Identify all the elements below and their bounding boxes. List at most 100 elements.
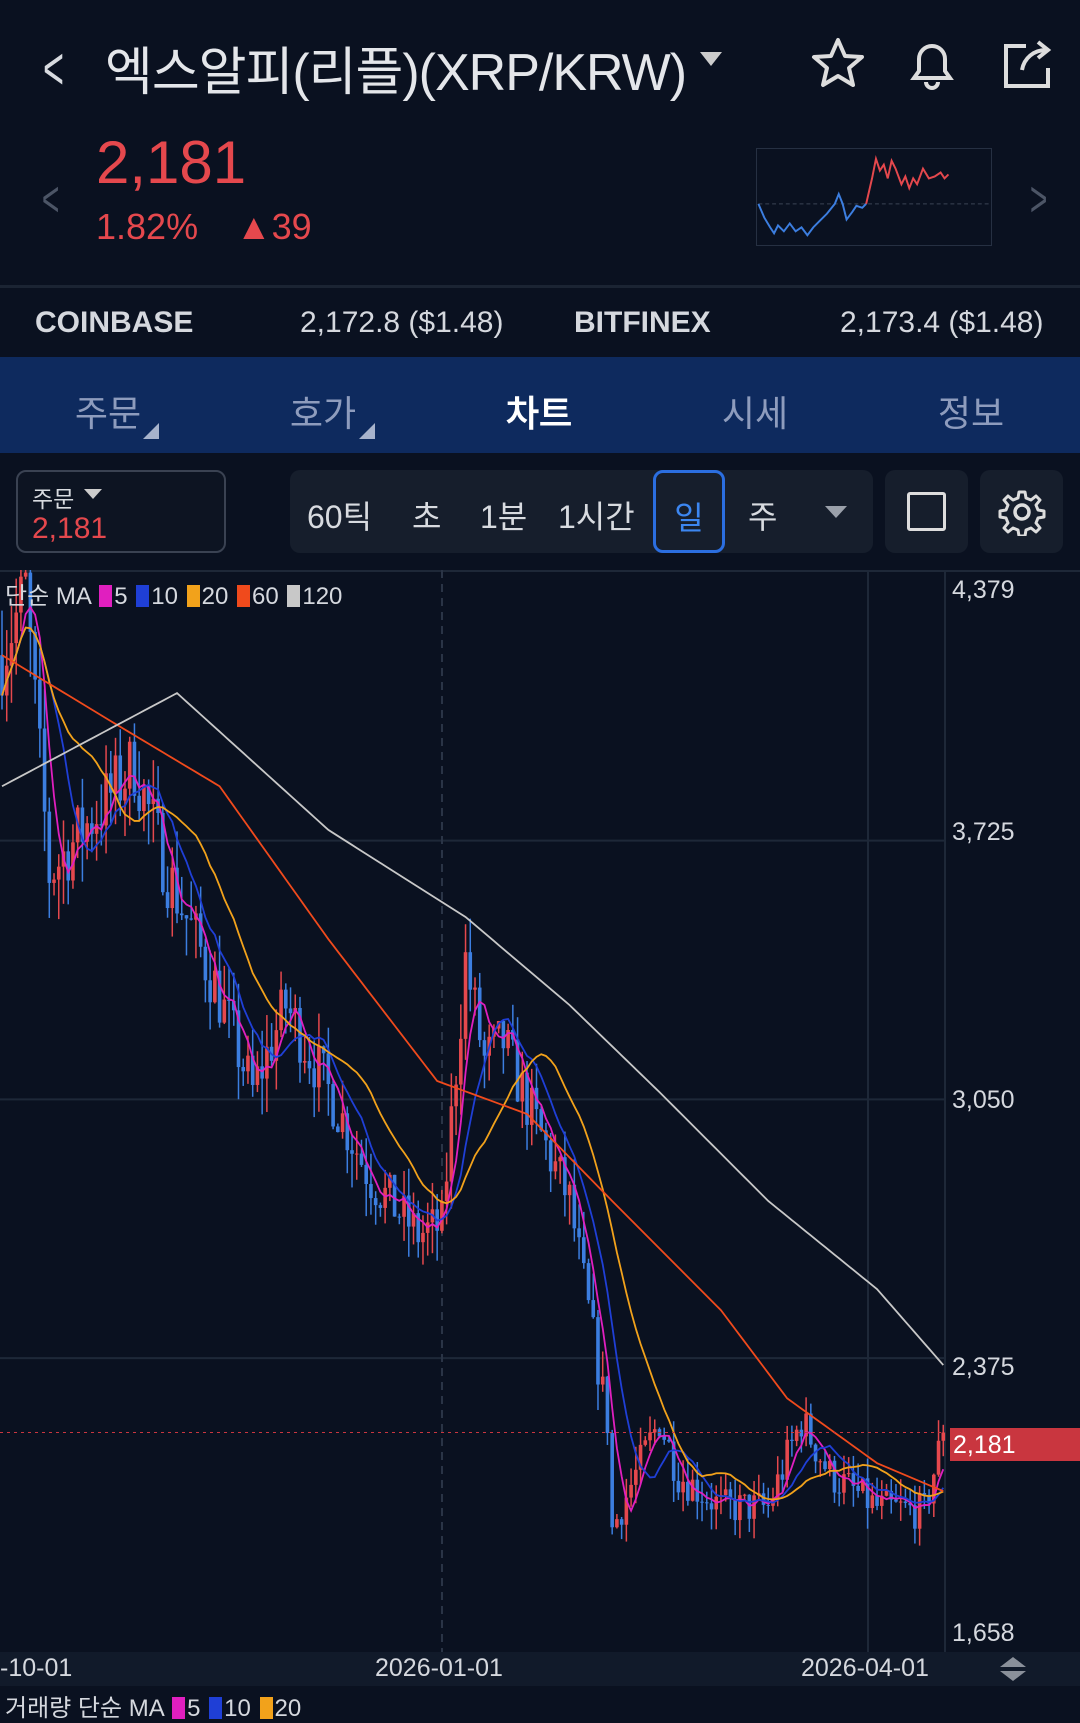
candle	[563, 1157, 567, 1196]
interval-second[interactable]: 초	[412, 499, 442, 535]
candle	[818, 1461, 823, 1463]
candle	[123, 788, 127, 801]
interval-day[interactable]: 일	[653, 470, 725, 553]
candle	[605, 1376, 610, 1434]
tab-chart[interactable]: 차트	[505, 393, 573, 434]
candle	[302, 1061, 307, 1063]
candle	[752, 1495, 756, 1519]
candle	[354, 1153, 359, 1155]
interval-1hour[interactable]: 1시간	[558, 499, 635, 535]
settings-button[interactable]	[980, 470, 1063, 553]
candle	[600, 1376, 605, 1385]
candle	[922, 1492, 927, 1495]
candle	[161, 812, 165, 893]
candle	[56, 866, 61, 880]
candle	[203, 946, 208, 981]
tab-orderbook[interactable]: 호가	[289, 393, 357, 434]
more-intervals-icon[interactable]	[825, 506, 847, 518]
star-icon[interactable]	[808, 34, 868, 94]
legend-swatch	[259, 1697, 273, 1719]
candle	[47, 811, 52, 883]
next-coin-icon[interactable]: >	[1029, 171, 1048, 227]
candle	[700, 1501, 704, 1503]
candle	[643, 1440, 648, 1445]
legend-swatch	[186, 585, 200, 607]
candle	[307, 1061, 312, 1069]
tab-quotes[interactable]: 시세	[721, 393, 789, 434]
legend-swatch	[209, 1697, 223, 1719]
candle	[42, 728, 47, 812]
candle	[477, 987, 482, 1041]
candle	[14, 612, 18, 644]
candle	[794, 1429, 799, 1441]
interval-week[interactable]: 주	[748, 499, 778, 535]
prev-coin-icon[interactable]: <	[41, 171, 60, 227]
x-axis: -10-01 2026-01-01 2026-04-01	[0, 1652, 1080, 1686]
interval-1min[interactable]: 1분	[480, 499, 528, 535]
candle	[217, 970, 222, 1023]
candle	[634, 1469, 638, 1485]
candle	[875, 1495, 879, 1506]
x-tick: 2026-01-01	[375, 1654, 503, 1682]
candle	[444, 1181, 449, 1202]
tab-order[interactable]: 주문	[74, 393, 142, 434]
candle	[652, 1429, 657, 1433]
candle	[108, 773, 113, 793]
y-tick: 2,375	[952, 1353, 1015, 1381]
candle	[146, 785, 151, 805]
candle	[898, 1501, 903, 1503]
candle	[619, 1519, 624, 1525]
candle	[463, 952, 468, 1039]
candle	[118, 755, 123, 801]
candle	[690, 1479, 695, 1501]
candle	[728, 1489, 733, 1500]
tab-info[interactable]: 정보	[937, 393, 1005, 434]
candle	[265, 1046, 269, 1079]
chevron-down-icon	[84, 489, 102, 499]
candle	[879, 1495, 884, 1506]
candle	[544, 1130, 548, 1141]
candle	[298, 1007, 302, 1063]
candle	[0, 655, 4, 696]
order-price-box[interactable]: 주문 2,181	[16, 470, 226, 553]
candle	[274, 1030, 279, 1061]
dropdown-caret-icon[interactable]	[700, 52, 722, 66]
sparkline	[756, 148, 992, 246]
legend-period: 20	[274, 1695, 302, 1722]
legend-period: 5	[187, 1695, 201, 1722]
candle	[90, 823, 94, 834]
change-amount: ▲39	[236, 206, 312, 247]
candle	[577, 1228, 581, 1238]
candle	[392, 1174, 397, 1217]
candle	[865, 1478, 870, 1509]
share-icon[interactable]	[998, 34, 1058, 94]
resize-arrows-icon[interactable]	[998, 1656, 1028, 1682]
candle	[823, 1461, 827, 1470]
page-title[interactable]: 엑스알피(리플)(XRP/KRW)	[105, 44, 687, 102]
interval-60tick[interactable]: 60틱	[307, 499, 373, 535]
candle	[624, 1497, 629, 1525]
legend-swatch	[136, 585, 150, 607]
candle	[28, 572, 33, 632]
candle	[941, 1432, 946, 1441]
candle	[170, 867, 175, 909]
back-icon[interactable]: <	[43, 35, 65, 102]
legend-period: 10	[224, 1695, 251, 1722]
header: < 엑스알피(리플)(XRP/KRW)	[0, 0, 1080, 135]
candle	[312, 1068, 316, 1088]
price-chart[interactable]	[0, 570, 1080, 1652]
candle	[591, 1300, 596, 1318]
legend-period: 5	[114, 583, 128, 610]
candle	[317, 1046, 321, 1088]
exchange-name: BITFINEX	[574, 306, 711, 339]
layout-button[interactable]	[885, 470, 968, 553]
ma5-line	[1, 605, 945, 1513]
candle	[913, 1505, 917, 1529]
candle	[832, 1460, 837, 1493]
candle	[459, 1038, 463, 1085]
bell-icon[interactable]	[902, 34, 962, 94]
legend-period: 20	[201, 583, 229, 610]
candle	[648, 1432, 652, 1441]
candle	[747, 1494, 752, 1519]
candle	[359, 1153, 364, 1165]
